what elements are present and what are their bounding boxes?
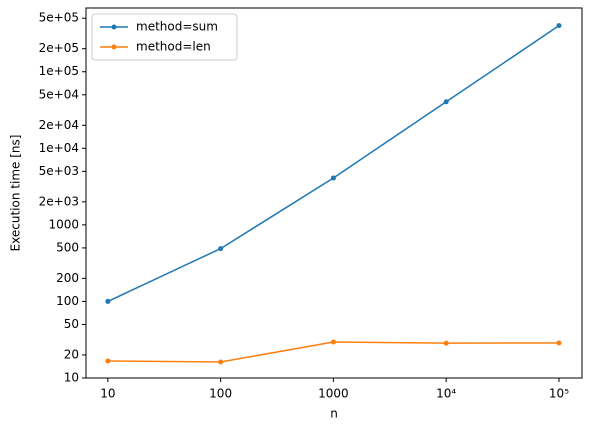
x-tick-label: 10⁴ bbox=[436, 387, 456, 401]
y-axis-label: Execution time [ns] bbox=[9, 135, 23, 252]
y-tick-label: 20 bbox=[64, 347, 79, 361]
y-tick-label: 10 bbox=[64, 371, 79, 385]
y-tick-label: 2e+05 bbox=[39, 41, 79, 55]
legend-label: method=len bbox=[136, 40, 211, 54]
line bbox=[107, 25, 560, 303]
marker bbox=[218, 246, 224, 252]
y-tick-label: 5e+03 bbox=[39, 164, 79, 178]
legend-label: method=sum bbox=[136, 20, 218, 34]
legend-marker bbox=[111, 24, 117, 30]
marker bbox=[105, 358, 111, 364]
marker bbox=[105, 298, 111, 304]
x-tick-label: 10 bbox=[100, 387, 115, 401]
y-tick-label: 100 bbox=[56, 294, 79, 308]
plot-frame bbox=[85, 7, 583, 379]
x-axis-label: n bbox=[330, 407, 338, 421]
y-tick-label: 50 bbox=[64, 317, 79, 331]
y-tick-label: 5e+05 bbox=[39, 11, 79, 25]
y-tick-label: 2e+04 bbox=[39, 118, 79, 132]
y-tick-label: 1000 bbox=[48, 217, 79, 231]
y-tick-label: 5e+04 bbox=[39, 87, 79, 101]
marker bbox=[443, 99, 449, 105]
marker bbox=[330, 339, 336, 345]
line bbox=[107, 341, 559, 363]
y-tick-label: 2e+03 bbox=[39, 194, 79, 208]
marker bbox=[556, 23, 562, 29]
marker bbox=[218, 359, 224, 365]
marker bbox=[443, 340, 449, 346]
marker bbox=[556, 340, 562, 346]
y-tick-label: 200 bbox=[56, 271, 79, 285]
x-tick-label: 100 bbox=[209, 387, 232, 401]
x-tick-label: 10⁵ bbox=[549, 387, 569, 401]
legend-marker bbox=[111, 44, 117, 50]
y-tick-label: 1e+04 bbox=[39, 141, 79, 155]
x-tick-label: 1000 bbox=[318, 387, 349, 401]
marker bbox=[330, 175, 336, 181]
y-tick-label: 500 bbox=[56, 240, 79, 254]
y-tick-label: 1e+05 bbox=[39, 64, 79, 78]
legend-box bbox=[91, 13, 238, 61]
